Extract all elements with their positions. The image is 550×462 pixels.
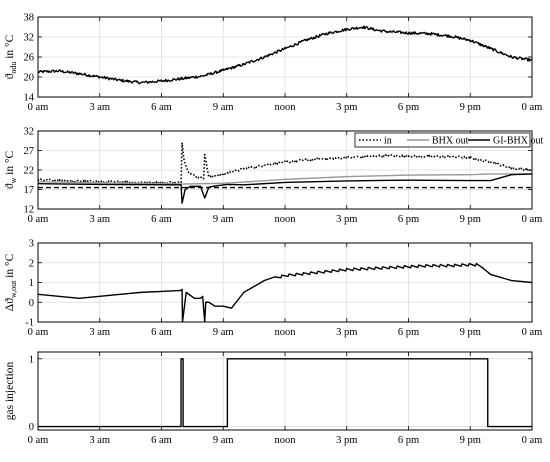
x-tick-label: 3 am bbox=[89, 214, 110, 225]
x-tick-label: 9 pm bbox=[460, 102, 481, 113]
y-tick-label: 20 bbox=[24, 73, 35, 84]
chart-panel-2: 0 am 3 am 6 am 9 am noon 3 pm 6 pm 9 pm 0 am1217… bbox=[4, 127, 543, 225]
x-tick-label: 9 pm bbox=[460, 435, 481, 446]
x-tick-label: 9 am bbox=[213, 102, 234, 113]
y-tick-label: 12 bbox=[24, 205, 35, 216]
y-tick-label: 2 bbox=[29, 258, 34, 269]
y-tick-label: 17 bbox=[24, 185, 35, 196]
x-tick-label: 9 pm bbox=[460, 327, 481, 338]
chart-panel-1: 0 am 3 am 6 am 9 am noon 3 pm 6 pm 9 pm 0 am1420… bbox=[4, 13, 542, 113]
x-tick-label: noon bbox=[275, 435, 297, 446]
x-tick-label: noon bbox=[275, 102, 297, 113]
series-line-1 bbox=[38, 262, 532, 322]
y-tick-label: 1 bbox=[29, 354, 34, 365]
x-tick-label: 3 pm bbox=[336, 327, 357, 338]
x-tick-label: 6 pm bbox=[398, 435, 419, 446]
y-tick-label: 32 bbox=[24, 127, 35, 138]
x-tick-label: 3 pm bbox=[336, 214, 357, 225]
x-tick-label: 3 pm bbox=[336, 102, 357, 113]
series-line-in bbox=[38, 141, 532, 185]
y-axis-label: ϑodu in °C bbox=[4, 34, 18, 79]
x-tick-label: 9 pm bbox=[460, 214, 481, 225]
x-tick-label: 3 pm bbox=[336, 435, 357, 446]
x-tick-label: 6 am bbox=[151, 214, 172, 225]
y-tick-label: 3 bbox=[29, 239, 34, 250]
series-line-bhx-out bbox=[38, 173, 532, 185]
x-tick-label: 3 am bbox=[89, 102, 110, 113]
x-tick-label: 6 pm bbox=[398, 327, 419, 338]
y-tick-label: 32 bbox=[24, 33, 35, 44]
x-tick-label: 0 am bbox=[28, 327, 49, 338]
x-tick-label: 0 am bbox=[28, 435, 49, 446]
y-tick-label: 38 bbox=[24, 13, 35, 24]
y-tick-label: -1 bbox=[25, 318, 34, 329]
x-tick-label: 0 am bbox=[522, 327, 543, 338]
y-axis-label: ϑw in °C bbox=[4, 150, 18, 189]
legend: in BHX out GI-BHX out bbox=[354, 132, 543, 148]
y-tick-label: 27 bbox=[24, 146, 35, 157]
x-tick-label: 0 am bbox=[522, 435, 543, 446]
x-tick-label: noon bbox=[275, 327, 297, 338]
legend-label: in bbox=[384, 136, 392, 147]
x-tick-label: 3 am bbox=[89, 327, 110, 338]
series-line-1 bbox=[38, 25, 532, 85]
y-tick-label: 22 bbox=[24, 166, 35, 177]
x-tick-label: 9 am bbox=[213, 435, 234, 446]
x-tick-label: 6 pm bbox=[398, 214, 419, 225]
y-tick-label: 0 bbox=[29, 422, 34, 433]
chart-panel-3: 0 am 3 am 6 am 9 am noon 3 pm 6 pm 9 pm 0 am-101… bbox=[4, 239, 542, 338]
series-line-gi-bhx-out bbox=[38, 173, 532, 204]
x-tick-label: 0 am bbox=[522, 214, 543, 225]
y-axis-label: gas injection bbox=[4, 362, 16, 421]
legend-box bbox=[354, 132, 531, 148]
x-tick-label: 3 am bbox=[89, 435, 110, 446]
x-tick-label: 0 am bbox=[28, 214, 49, 225]
x-tick-label: 6 am bbox=[151, 435, 172, 446]
x-tick-label: 9 am bbox=[213, 214, 234, 225]
y-tick-label: 14 bbox=[24, 93, 35, 104]
legend-label: BHX out bbox=[432, 136, 469, 147]
x-tick-label: 0 am bbox=[28, 102, 49, 113]
series-line-1 bbox=[38, 358, 532, 428]
legend-label: GI-BHX out bbox=[493, 136, 543, 147]
x-tick-label: noon bbox=[275, 214, 297, 225]
y-tick-label: 26 bbox=[24, 53, 35, 64]
x-tick-label: 6 pm bbox=[398, 102, 419, 113]
chart-panel-4: 0 am 3 am 6 am 9 am noon 3 pm 6 pm 9 pm 0 am 0 1 ga… bbox=[4, 351, 543, 446]
x-tick-label: 0 am bbox=[522, 102, 543, 113]
y-axis-label: Δϑw,out in °C bbox=[4, 253, 18, 311]
y-tick-label: 0 bbox=[29, 298, 34, 309]
x-tick-label: 6 am bbox=[151, 327, 172, 338]
y-tick-label: 1 bbox=[29, 278, 34, 289]
x-tick-label: 9 am bbox=[213, 327, 234, 338]
x-tick-label: 6 am bbox=[151, 102, 172, 113]
